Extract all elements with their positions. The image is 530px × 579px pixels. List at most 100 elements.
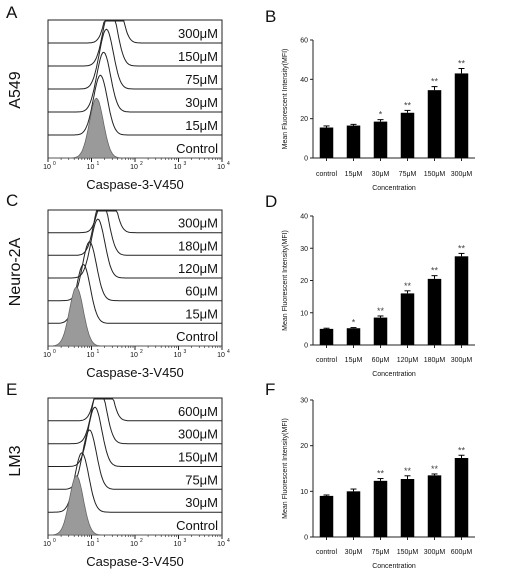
bar-chart-b: 0 20 40 60 control 15μM 30μM * 75μM ** 150μM ** 300μ…	[282, 38, 475, 192]
bar	[319, 495, 334, 537]
category-label: 300μM	[451, 357, 473, 364]
log-tick-exponent: 3	[184, 538, 187, 544]
panel-letter-e: E	[6, 380, 17, 399]
overlay-label: 30μM	[185, 95, 218, 110]
category-label: 30μM	[345, 549, 363, 556]
overlay-label: Control	[176, 141, 218, 156]
bar	[346, 491, 361, 537]
category-label: 150μM	[397, 549, 419, 556]
log-tick-label: 10	[217, 541, 225, 548]
y-tick-label: 0	[304, 156, 308, 163]
log-tick-exponent: 3	[184, 161, 187, 167]
log-tick-exponent: 1	[97, 161, 100, 167]
cell-line-label-lm3: LM3	[7, 445, 24, 476]
panel-letter-d: D	[265, 192, 277, 211]
log-tick-label: 10	[174, 352, 182, 359]
histogram-x-label: Caspase-3-V450	[86, 177, 184, 192]
y-tick-label: 20	[300, 278, 308, 285]
overlay-histogram-trace	[48, 210, 222, 234]
log-tick-label: 10	[174, 164, 182, 171]
overlay-label: 600μM	[178, 404, 218, 419]
log-tick-exponent: 1	[97, 538, 100, 544]
significance-marker: **	[458, 243, 466, 253]
overlay-label: 15μM	[185, 306, 218, 321]
x-axis-title: Concentration	[372, 563, 416, 570]
log-tick-label: 10	[174, 541, 182, 548]
category-label: 120μM	[397, 357, 419, 364]
log-tick-exponent: 1	[97, 349, 100, 355]
y-tick-label: 40	[300, 214, 308, 221]
overlay-label: 15μM	[185, 118, 218, 133]
y-tick-label: 20	[300, 443, 308, 450]
bar	[454, 457, 469, 537]
overlay-label: Control	[176, 518, 218, 533]
overlay-label: 300μM	[178, 427, 218, 442]
overlay-histogram-trace	[48, 74, 222, 136]
category-label: 30μM	[372, 171, 390, 178]
bar	[346, 125, 361, 158]
log-tick-exponent: 2	[140, 349, 143, 355]
overlay-label: 150μM	[178, 449, 218, 464]
log-tick-exponent: 4	[227, 538, 230, 544]
bar	[400, 479, 415, 537]
category-label: 300μM	[451, 171, 473, 178]
significance-marker: **	[431, 464, 439, 474]
category-label: 15μM	[345, 171, 363, 178]
y-tick-label: 0	[304, 343, 308, 350]
log-tick-label: 10	[87, 352, 95, 359]
significance-marker: **	[404, 281, 412, 291]
overlay-histogram-trace	[48, 398, 222, 445]
overlay-histogram-trace	[48, 20, 222, 67]
category-label: 180μM	[424, 357, 446, 364]
bar	[373, 480, 388, 537]
log-tick-label: 10	[87, 164, 95, 171]
log-tick-exponent: 2	[140, 538, 143, 544]
log-tick-label: 10	[217, 164, 225, 171]
cell-line-label-a549: A549	[7, 71, 24, 108]
y-tick-label: 10	[300, 310, 308, 317]
log-tick-label: 10	[217, 352, 225, 359]
x-axis-title: Concentration	[372, 185, 416, 192]
category-label: 600μM	[451, 549, 473, 556]
significance-marker: **	[404, 100, 412, 110]
bar	[427, 475, 442, 537]
bar	[373, 317, 388, 345]
significance-marker: *	[352, 318, 356, 328]
significance-marker: *	[379, 110, 383, 120]
bar	[400, 112, 415, 158]
category-label: control	[316, 357, 337, 364]
log-tick-exponent: 3	[184, 349, 187, 355]
bar	[454, 256, 469, 345]
log-tick-label: 10	[43, 352, 51, 359]
significance-marker: **	[377, 469, 385, 479]
overlay-label: 150μM	[178, 49, 218, 64]
overlay-histogram-trace	[48, 218, 222, 279]
overlay-label: 75μM	[185, 72, 218, 87]
significance-marker: **	[377, 306, 385, 316]
panel-letter-a: A	[6, 3, 18, 22]
category-label: control	[316, 171, 337, 178]
control-histogram-fill	[48, 97, 222, 159]
bar-chart-f: 0 10 20 30 control 30μM 75μM ** 150μM ** 300μM ** 60…	[282, 398, 475, 570]
histogram-x-label: Caspase-3-V450	[86, 365, 184, 380]
log-tick-label: 10	[43, 541, 51, 548]
significance-marker: **	[431, 77, 439, 87]
overlay-histogram-trace	[48, 20, 222, 44]
overlay-histogram-trace	[48, 452, 222, 513]
category-label: control	[316, 549, 337, 556]
panel-letter-f: F	[265, 380, 275, 399]
category-label: 60μM	[372, 357, 390, 364]
log-tick-exponent: 4	[227, 349, 230, 355]
cell-line-label-neuro2a: Neuro-2A	[7, 237, 24, 306]
log-tick-exponent: 0	[53, 349, 56, 355]
significance-marker: **	[458, 59, 466, 69]
bar-chart-d: 0 10 20 30 40 control 15μM * 60μM ** 120μM ** 180μM *…	[282, 214, 475, 378]
category-label: 75μM	[372, 549, 390, 556]
bar	[373, 121, 388, 158]
bar	[319, 127, 334, 158]
y-tick-label: 20	[300, 116, 308, 123]
control-histogram-fill	[48, 475, 222, 536]
overlay-histogram-trace	[48, 28, 222, 90]
